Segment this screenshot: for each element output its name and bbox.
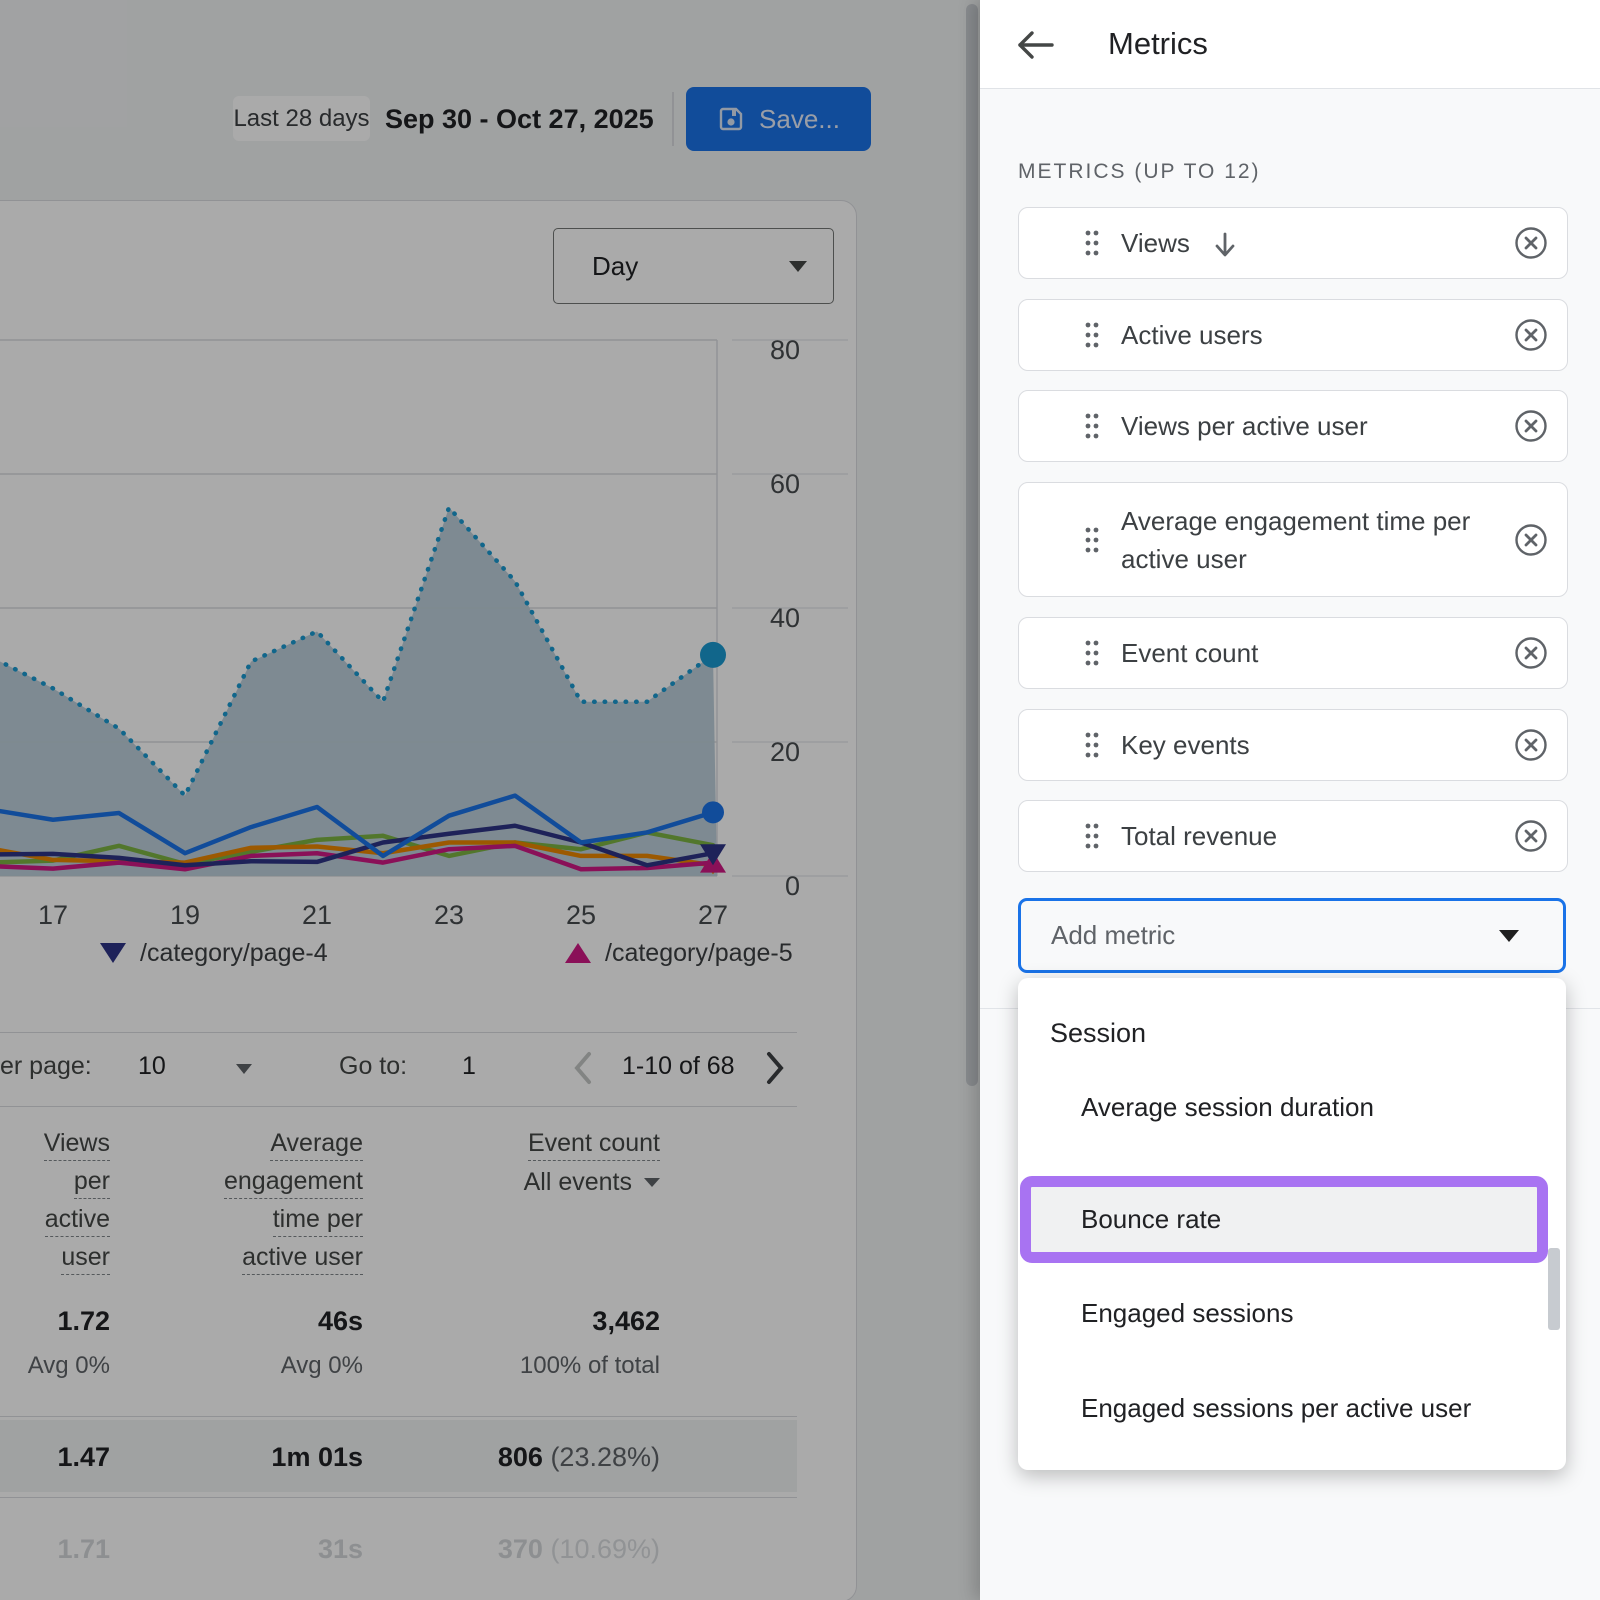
remove-metric-button[interactable] <box>1513 522 1549 558</box>
bounce-rate-highlight-annotation: Bounce rate <box>1020 1176 1548 1263</box>
panel-header: Metrics <box>980 0 1600 88</box>
metric-card-key-events[interactable]: Key events <box>1018 709 1568 781</box>
drag-handle-icon[interactable] <box>1083 638 1101 668</box>
drag-handle-icon[interactable] <box>1083 525 1101 555</box>
ga-explore-screen: Last 28 days Sep 30 - Oct 27, 2025 Save.… <box>0 0 1600 1600</box>
dropdown-item-average-session-duration[interactable]: Average session duration <box>1081 1092 1374 1123</box>
metric-card-views-per-active-user[interactable]: Views per active user <box>1018 390 1568 462</box>
dropdown-group-session: Session <box>1050 1018 1146 1049</box>
dropdown-item-engaged-sessions[interactable]: Engaged sessions <box>1081 1298 1293 1329</box>
drag-handle-icon[interactable] <box>1083 821 1101 851</box>
metric-label: Event count <box>1121 634 1481 672</box>
metric-card-event-count[interactable]: Event count <box>1018 617 1568 689</box>
metric-label: Views <box>1121 224 1190 262</box>
metrics-section-label: METRICS (UP TO 12) <box>1018 160 1261 184</box>
metric-label: Average engagement time per active user <box>1121 502 1481 578</box>
metric-label: Total revenue <box>1121 817 1481 855</box>
remove-metric-button[interactable] <box>1513 818 1549 854</box>
drag-handle-icon[interactable] <box>1083 320 1101 350</box>
add-metric-dropdown: Session Average session duration Bounce … <box>1018 978 1566 1470</box>
remove-metric-button[interactable] <box>1513 635 1549 671</box>
metrics-side-panel: Metrics METRICS (UP TO 12) Views <box>980 0 1600 1600</box>
chevron-down-icon <box>1499 930 1519 942</box>
dropdown-item-engaged-sessions-per-active-user[interactable]: Engaged sessions per active user <box>1081 1393 1471 1424</box>
back-arrow-icon[interactable] <box>1012 26 1056 64</box>
panel-title: Metrics <box>1108 26 1208 62</box>
remove-metric-button[interactable] <box>1513 317 1549 353</box>
metric-card-total-revenue[interactable]: Total revenue <box>1018 800 1568 872</box>
add-metric-select[interactable]: Add metric <box>1018 898 1566 973</box>
divider <box>980 88 1600 89</box>
metric-label: Views per active user <box>1121 407 1481 445</box>
metric-label: Key events <box>1121 726 1481 764</box>
dropdown-item-bounce-rate[interactable]: Bounce rate <box>1081 1204 1221 1235</box>
modal-dim-overlay <box>0 0 980 1600</box>
remove-metric-button[interactable] <box>1513 408 1549 444</box>
metric-card-active-users[interactable]: Active users <box>1018 299 1568 371</box>
remove-metric-button[interactable] <box>1513 727 1549 763</box>
remove-metric-button[interactable] <box>1513 225 1549 261</box>
sort-descending-icon <box>1212 231 1238 259</box>
drag-handle-icon[interactable] <box>1083 228 1101 258</box>
dropdown-scrollbar[interactable] <box>1548 1248 1560 1330</box>
metric-label: Active users <box>1121 316 1481 354</box>
metric-card-views[interactable]: Views <box>1018 207 1568 279</box>
metric-card-avg-engagement-time[interactable]: Average engagement time per active user <box>1018 482 1568 597</box>
drag-handle-icon[interactable] <box>1083 730 1101 760</box>
drag-handle-icon[interactable] <box>1083 411 1101 441</box>
